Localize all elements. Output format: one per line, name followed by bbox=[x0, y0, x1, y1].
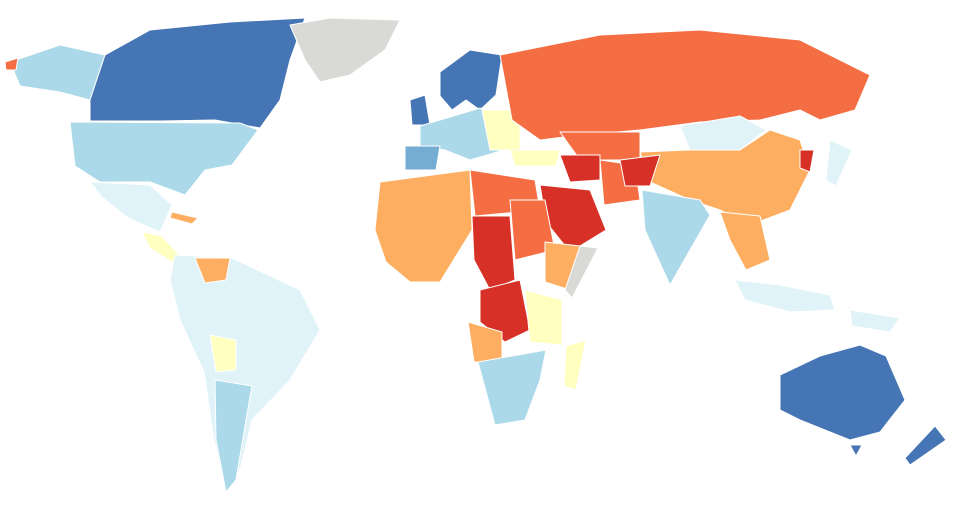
north-america bbox=[4, 17, 401, 263]
region-turkey[interactable] bbox=[509, 149, 561, 167]
asia bbox=[499, 29, 901, 333]
region-somalia[interactable] bbox=[564, 245, 599, 299]
region-alaska-tip[interactable] bbox=[4, 57, 19, 71]
south-america bbox=[169, 254, 321, 493]
region-drc[interactable] bbox=[479, 279, 531, 343]
region-east-africa[interactable] bbox=[524, 289, 563, 346]
region-japan[interactable] bbox=[825, 139, 853, 187]
region-spain[interactable] bbox=[404, 145, 441, 171]
region-papua[interactable] bbox=[849, 309, 901, 333]
region-chad-car[interactable] bbox=[471, 215, 516, 291]
region-tasmania[interactable] bbox=[849, 444, 863, 457]
region-south-america[interactable] bbox=[169, 254, 321, 493]
region-australia[interactable] bbox=[779, 344, 906, 441]
region-greenland[interactable] bbox=[289, 17, 401, 83]
region-new-zealand[interactable] bbox=[904, 425, 947, 466]
region-syria-iraq[interactable] bbox=[559, 154, 601, 183]
region-scandinavia[interactable] bbox=[439, 49, 503, 111]
region-argentina[interactable] bbox=[214, 379, 253, 493]
region-mexico[interactable] bbox=[89, 181, 173, 233]
oceania bbox=[779, 344, 947, 466]
region-west-africa[interactable] bbox=[374, 169, 473, 283]
region-uk[interactable] bbox=[409, 94, 431, 126]
region-alaska[interactable] bbox=[9, 44, 106, 101]
region-indonesia[interactable] bbox=[734, 279, 836, 313]
region-southeast-asia[interactable] bbox=[719, 211, 771, 271]
region-venezuela[interactable] bbox=[194, 257, 231, 284]
region-india[interactable] bbox=[641, 189, 711, 286]
region-afghanistan[interactable] bbox=[619, 154, 661, 187]
region-mongolia[interactable] bbox=[679, 115, 767, 151]
region-caribbean[interactable] bbox=[169, 211, 199, 225]
region-madagascar[interactable] bbox=[563, 339, 587, 391]
africa bbox=[374, 169, 599, 426]
region-usa[interactable] bbox=[69, 121, 259, 196]
region-russia[interactable] bbox=[499, 29, 871, 141]
region-canada[interactable] bbox=[89, 17, 306, 129]
europe bbox=[404, 49, 521, 171]
region-korea[interactable] bbox=[799, 149, 815, 173]
region-southern-africa[interactable] bbox=[477, 349, 547, 426]
region-bolivia[interactable] bbox=[209, 334, 237, 373]
